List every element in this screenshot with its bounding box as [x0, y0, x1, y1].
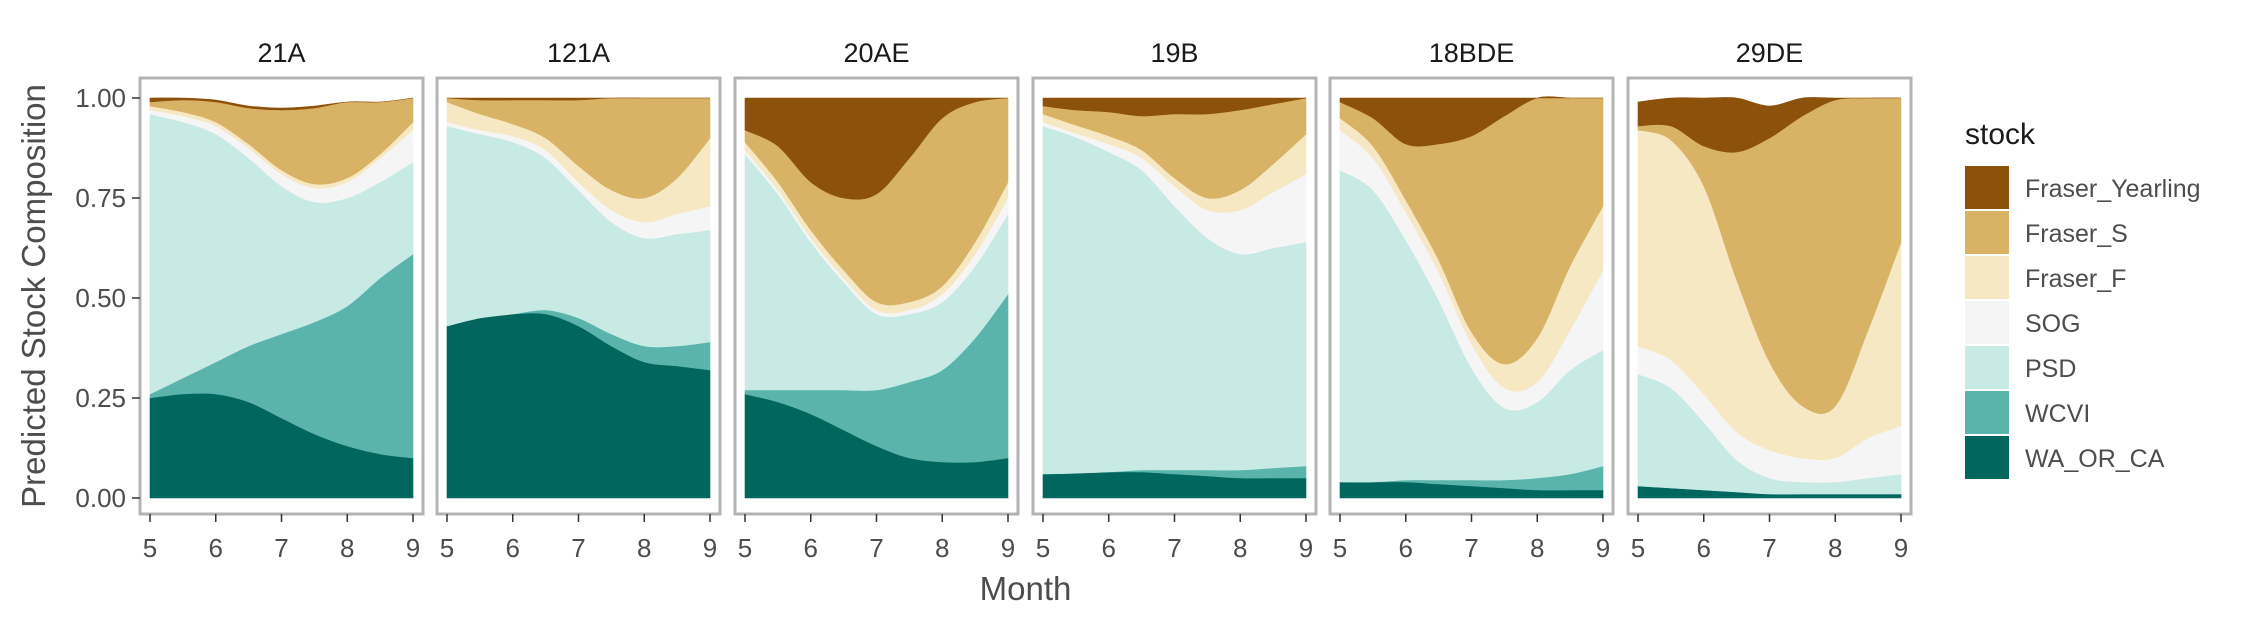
legend-label-wa-or-ca: WA_OR_CA	[2025, 445, 2165, 473]
facet-strip-label-21a: 21A	[257, 38, 305, 68]
x-tick-label-121a-9: 9	[703, 533, 717, 563]
x-tick-label-21a-5: 5	[143, 533, 157, 563]
legend-key-fraser-f	[1965, 256, 2009, 299]
x-tick-label-21a-8: 8	[340, 533, 354, 563]
facet-strip-label-121a: 121A	[547, 38, 610, 68]
x-tick-label-121a-5: 5	[440, 533, 454, 563]
x-tick-label-29de-8: 8	[1828, 533, 1842, 563]
legend-key-sog	[1965, 301, 2009, 344]
x-tick-label-20ae-7: 7	[869, 533, 883, 563]
legend-label-fraser-s: Fraser_S	[2025, 220, 2128, 248]
legend-title: stock	[1965, 118, 2036, 151]
legend-key-wcvi	[1965, 391, 2009, 434]
area-fraser-yearling-29de	[1637, 97, 1902, 153]
x-tick-label-21a-7: 7	[274, 533, 288, 563]
x-axis-title: Month	[980, 570, 1072, 607]
x-tick-label-21a-9: 9	[406, 533, 420, 563]
legend-key-fraser-yearling	[1965, 166, 2009, 209]
y-tick-label-0.75: 0.75	[75, 183, 126, 213]
facet-strip-label-19b: 19B	[1150, 38, 1198, 68]
x-tick-label-20ae-5: 5	[738, 533, 752, 563]
x-tick-label-19b-6: 6	[1102, 533, 1116, 563]
y-axis-title: Predicted Stock Composition	[15, 84, 52, 508]
x-tick-label-20ae-8: 8	[935, 533, 949, 563]
x-tick-label-18bde-9: 9	[1596, 533, 1610, 563]
x-tick-label-29de-9: 9	[1894, 533, 1908, 563]
x-tick-label-19b-7: 7	[1167, 533, 1181, 563]
facet-strip-label-29de: 29DE	[1736, 38, 1804, 68]
x-tick-label-21a-6: 6	[209, 533, 223, 563]
legend-label-sog: SOG	[2025, 310, 2081, 338]
x-tick-label-121a-8: 8	[637, 533, 651, 563]
x-tick-label-20ae-6: 6	[804, 533, 818, 563]
x-tick-label-29de-6: 6	[1697, 533, 1711, 563]
x-tick-label-29de-7: 7	[1762, 533, 1776, 563]
x-tick-label-18bde-5: 5	[1333, 533, 1347, 563]
area-fraser-yearling-19b	[1042, 97, 1307, 117]
x-tick-label-20ae-9: 9	[1001, 533, 1015, 563]
legend-key-psd	[1965, 346, 2009, 389]
facet-strip-label-18bde: 18BDE	[1429, 38, 1515, 68]
legend-label-wcvi: WCVI	[2025, 400, 2090, 428]
x-tick-label-19b-9: 9	[1299, 533, 1313, 563]
legend-key-fraser-s	[1965, 211, 2009, 254]
x-tick-label-19b-5: 5	[1036, 533, 1050, 563]
x-tick-label-18bde-6: 6	[1399, 533, 1413, 563]
facet-strip-label-20ae: 20AE	[843, 38, 909, 68]
x-tick-label-121a-6: 6	[506, 533, 520, 563]
x-tick-label-18bde-8: 8	[1530, 533, 1544, 563]
y-tick-label-0.00: 0.00	[75, 483, 126, 513]
legend-label-fraser-yearling: Fraser_Yearling	[2025, 175, 2201, 203]
area-fraser-yearling-21a	[149, 97, 414, 111]
y-tick-label-0.25: 0.25	[75, 383, 126, 413]
legend-key-wa-or-ca	[1965, 436, 2009, 479]
y-tick-label-0.50: 0.50	[75, 283, 126, 313]
legend-label-psd: PSD	[2025, 355, 2076, 383]
x-tick-label-29de-5: 5	[1631, 533, 1645, 563]
x-tick-label-18bde-7: 7	[1464, 533, 1478, 563]
x-tick-label-121a-7: 7	[571, 533, 585, 563]
area-fraser-yearling-20ae	[744, 97, 1009, 200]
area-fraser-yearling-18bde	[1339, 96, 1603, 147]
area-fraser-yearling-121a	[446, 97, 710, 101]
x-tick-label-19b-8: 8	[1233, 533, 1247, 563]
y-tick-label-1.00: 1.00	[75, 83, 126, 113]
legend-label-fraser-f: Fraser_F	[2025, 265, 2126, 293]
